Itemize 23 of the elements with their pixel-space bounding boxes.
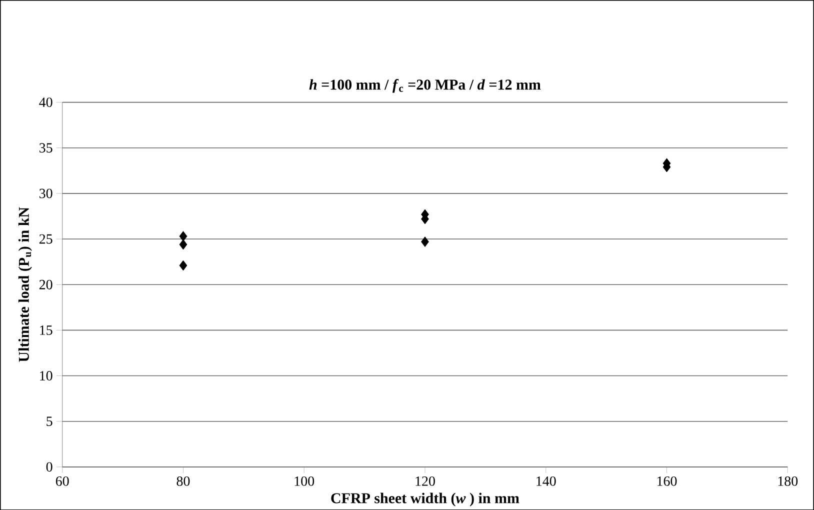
y-tick-label: 15 [40, 325, 52, 335]
x-tick-label: 100 [294, 476, 314, 486]
x-tick-label: 60 [56, 476, 69, 486]
y-tick-label: 10 [40, 370, 52, 380]
y-tick-label: 25 [39, 234, 52, 244]
x-tick-label: 180 [778, 476, 798, 486]
y-tick-label: 30 [40, 188, 52, 198]
y-tick-label: 40 [39, 97, 52, 107]
x-axis-title: CFRP sheet width (w ) in mm [331, 492, 520, 506]
chart-title: h =100 mm / f$_{c}$ =20 MPa / d =12 mm [309, 78, 541, 93]
x-tick-label: 80 [176, 476, 190, 486]
y-tick-label: 0 [46, 462, 52, 472]
y-axis-title: Ultimate load (P$_{u}$) in kN [18, 207, 32, 362]
point [179, 260, 188, 271]
point [179, 230, 188, 242]
point [421, 236, 429, 247]
x-tick-label: 140 [536, 476, 556, 486]
x-tick-label: 160 [657, 476, 677, 486]
y-tick-label: 35 [40, 143, 52, 152]
y-tick-label: 20 [39, 280, 52, 290]
point [179, 239, 188, 250]
x-tick-label: 120 [416, 476, 435, 486]
y-tick-label: 5 [46, 416, 52, 426]
